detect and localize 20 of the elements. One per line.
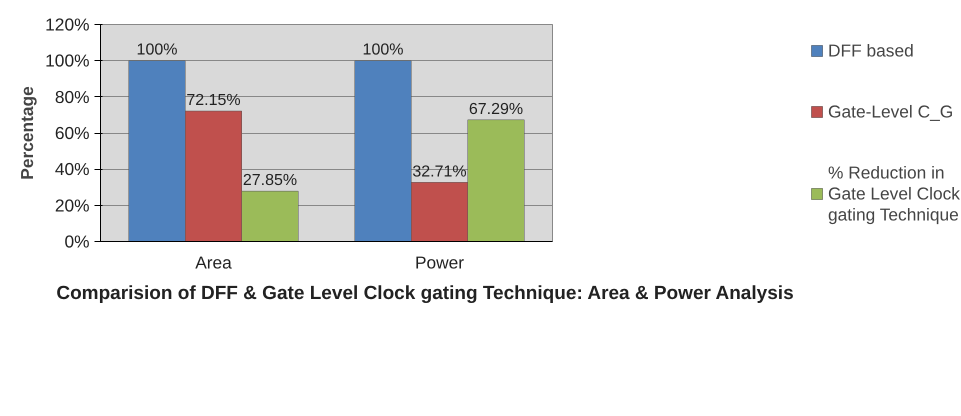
y-tick-label: 120% [45,14,90,34]
x-tick-label: Area [195,252,232,272]
y-tick-label: 60% [54,123,90,143]
y-tick-label: 100% [45,50,90,71]
legend-label: DFF based [828,40,914,61]
legend-label: Gate-Level C_G [828,101,954,122]
data-label: 72.15% [186,92,241,110]
legend-label: % Reduction in Gate Level Clock gating Technique [828,162,960,225]
y-tick-label: 40% [54,159,90,180]
y-axis-title: Percentage [17,86,38,180]
data-label: 32.71% [412,163,467,180]
data-label: 27.85% [242,172,298,190]
x-tick-label: Power [414,252,464,272]
data-label: 100% [362,42,404,59]
y-tick-label: 80% [54,86,90,107]
data-label: 67.29% [468,100,524,118]
text: Comparision of DFF & Gate Level Clock gating Technique: Area & Power Analysis [55,282,795,306]
y-tick-label: 0% [64,232,90,252]
y-tick-label: 20% [54,195,90,216]
data-label: 100% [136,42,178,59]
